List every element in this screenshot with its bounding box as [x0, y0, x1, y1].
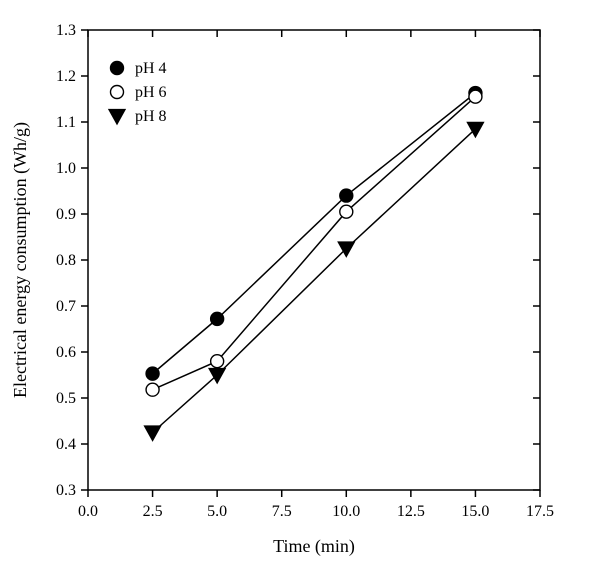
data-marker	[111, 86, 124, 99]
x-tick-label: 0.0	[78, 503, 98, 520]
legend-label: pH 6	[135, 84, 167, 101]
y-tick-label: 0.8	[56, 252, 76, 269]
x-tick-label: 12.5	[397, 503, 425, 520]
y-tick-label: 0.9	[56, 206, 76, 223]
series-line-ph-4	[153, 93, 476, 374]
y-tick-label: 1.1	[56, 114, 76, 131]
x-tick-label: 10.0	[332, 503, 360, 520]
x-tick-label: 15.0	[461, 503, 489, 520]
y-tick-label: 0.7	[56, 298, 76, 315]
y-tick-label: 0.3	[56, 482, 76, 499]
series-line-ph-8	[153, 129, 476, 433]
series-line-ph-6	[153, 97, 476, 390]
y-tick-label: 1.2	[56, 68, 76, 85]
legend-label: pH 4	[135, 60, 167, 77]
x-tick-label: 2.5	[143, 503, 163, 520]
chart-container: 0.0 2.5 5.0 7.5 10.0 12.5 15.0 17.5 0.3 0.4 0.5 0.6…	[0, 0, 589, 583]
chart-svg: 0.0 2.5 5.0 7.5 10.0 12.5 15.0 17.5 0.3 0.4 0.5 0.6…	[0, 0, 589, 583]
data-marker	[211, 312, 224, 325]
x-tick-label: 7.5	[272, 503, 292, 520]
y-tick-label: 1.0	[56, 160, 76, 177]
x-axis-title: Time (min)	[273, 536, 355, 557]
y-tick-label: 1.3	[56, 22, 76, 39]
data-marker	[146, 383, 159, 396]
legend-label: pH 8	[135, 108, 167, 125]
y-tick-label: 0.4	[56, 436, 76, 453]
data-marker	[111, 62, 124, 75]
y-tick-label: 0.6	[56, 344, 76, 361]
data-marker	[211, 355, 224, 368]
y-axis-title: Electrical energy consumption (Wh/g)	[10, 122, 31, 398]
data-marker	[340, 189, 353, 202]
data-marker	[469, 90, 482, 103]
data-marker	[340, 205, 353, 218]
data-marker	[144, 426, 160, 441]
x-tick-label: 17.5	[526, 503, 554, 520]
data-marker	[109, 110, 125, 125]
y-tick-label: 0.5	[56, 390, 76, 407]
data-marker	[146, 367, 159, 380]
x-tick-label: 5.0	[207, 503, 227, 520]
